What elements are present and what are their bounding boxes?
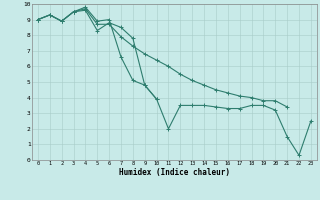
X-axis label: Humidex (Indice chaleur): Humidex (Indice chaleur) — [119, 168, 230, 177]
